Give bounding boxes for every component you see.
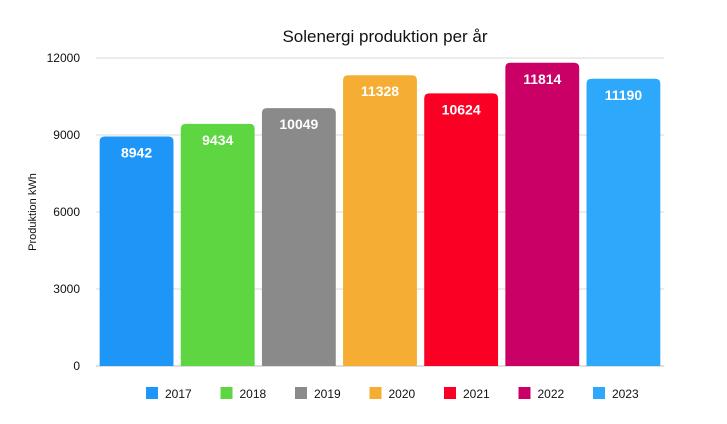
legend-swatch-2021	[444, 387, 456, 399]
y-tick-label-6000: 6000	[53, 205, 80, 219]
legend-label-2017: 2017	[165, 387, 192, 401]
data-label-2018: 9434	[202, 132, 233, 148]
bar-2020	[343, 75, 417, 367]
data-labels: 8942 9434 10049 11328 10624 11814 11190	[121, 71, 642, 161]
y-tick-label-12000: 12000	[47, 51, 81, 65]
legend-swatch-2017	[146, 387, 158, 399]
legend: 2017 2018 2019 2020 2021 2022 2023	[146, 387, 639, 401]
y-axis-label: Produktion kWh	[27, 173, 39, 251]
y-tick-label-0: 0	[73, 359, 80, 373]
bar-2021	[424, 93, 499, 367]
legend-swatch-2022	[518, 387, 531, 399]
legend-label-2023: 2023	[612, 387, 639, 401]
y-tick-label-9000: 9000	[53, 128, 80, 142]
data-label-2019: 10049	[279, 116, 318, 132]
legend-swatch-2020	[369, 387, 382, 399]
data-label-2021: 10624	[442, 101, 481, 117]
legend-swatch-2019	[295, 387, 307, 399]
bar-2018	[180, 123, 255, 367]
legend-label-2019: 2019	[314, 387, 341, 401]
chart-title: Solenergi produktion per år	[282, 27, 487, 46]
bar-2019	[261, 108, 336, 366]
bar-2017	[99, 136, 174, 366]
data-label-2023: 11190	[605, 87, 643, 103]
data-label-2017: 8942	[121, 144, 152, 160]
legend-label-2021: 2021	[463, 387, 490, 401]
legend-swatch-2023	[593, 387, 605, 399]
data-label-2020: 11328	[361, 83, 399, 99]
bar-2023	[586, 78, 661, 366]
legend-label-2018: 2018	[240, 387, 267, 401]
y-tick-label-3000: 3000	[53, 282, 80, 296]
legend-label-2022: 2022	[538, 387, 565, 401]
bar-2022	[505, 62, 580, 367]
legend-label-2020: 2020	[389, 387, 416, 401]
y-axis-ticks: 0 3000 6000 9000 12000	[47, 51, 81, 373]
data-label-2022: 11814	[523, 71, 561, 87]
bars	[99, 62, 661, 367]
legend-swatch-2018	[220, 387, 233, 399]
